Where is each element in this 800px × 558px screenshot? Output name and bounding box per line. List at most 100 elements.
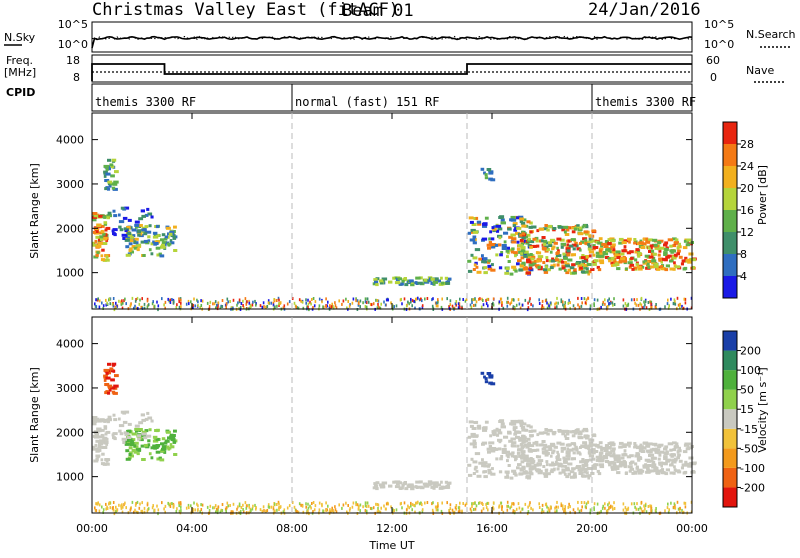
power-cell [560,300,563,304]
velocity-cell [126,429,131,433]
velocity-cell [206,505,209,509]
power-cell [379,306,382,310]
velocity-cell [638,445,644,449]
velocity-cell [380,506,382,510]
velocity-cell [225,506,228,510]
power-cell [432,280,438,284]
power-cell [585,270,589,274]
power-cell [562,252,566,256]
power-cell [307,298,309,302]
velocity-cell [472,460,478,464]
velocity-cell [471,502,473,506]
velocity-cell [147,416,153,420]
velocity-cell [515,507,518,511]
velocity-cell [622,463,628,467]
power-cell [684,297,687,301]
power-cell [467,269,473,273]
velocity-cell [321,504,323,508]
velocity-cell [167,501,169,505]
velocity-cell [537,470,541,474]
velocity-cell [143,443,148,447]
power-cell [672,237,677,241]
power-cell [530,302,532,306]
velocity-cell [602,455,607,458]
velocity-cell [426,501,429,504]
velocity-cell [376,510,379,514]
velocity-cell [440,509,443,513]
power-cell [451,304,454,308]
power-cell [620,257,626,261]
power-cell [590,268,595,271]
velocity-cell [507,431,512,435]
power-cell [676,252,680,256]
velocity-cell [144,417,149,421]
power-cell [164,300,167,304]
power-cell [197,300,199,304]
power-cell [593,298,596,302]
velocity-cell [523,443,527,447]
time-tick-label: 00:00 [676,522,708,535]
power-cell [246,300,248,304]
velocity-cell [372,506,375,510]
power-cell [217,304,219,308]
velocity-cell [599,458,605,462]
power-cell [596,298,599,302]
velocity-cell [484,377,488,381]
power-cell [359,305,361,309]
velocity-cell [646,444,651,448]
power-cell [106,301,108,305]
power-cell [110,182,116,186]
power-cell [588,234,592,238]
velocity-cell [169,505,172,508]
velocity-cell [597,456,603,460]
velocity-cell [277,500,280,504]
power-cell [305,298,307,302]
power-cell [453,306,456,310]
velocity-cell [129,451,133,455]
power-cell [197,304,199,308]
velocity-cell [410,504,412,508]
power-cell [516,226,522,230]
velocity-cell [388,484,393,488]
power-cell [98,305,101,309]
power-cell [546,306,549,310]
power-cell [140,305,143,309]
power-cell [367,300,370,304]
power-cell [135,298,137,301]
power-cell [139,230,145,234]
power-cell [683,259,689,263]
power-cell [163,237,168,241]
velocity-cell [200,508,203,511]
power-cell [462,298,464,301]
velocity-cell [468,420,474,424]
velocity-cell [449,507,452,511]
power-cell [647,246,651,250]
power-cell [403,297,406,301]
power-cell [561,300,564,304]
velocity-cell [481,464,486,468]
velocity-cell [571,467,576,471]
time-tick-label: 20:00 [576,522,608,535]
velocity-cell [251,507,254,511]
power-cell [164,306,166,310]
power-cell [662,257,667,261]
velocity-cell [415,501,417,505]
velocity-cell [523,454,529,458]
power-cell [113,308,116,312]
power-cell [537,266,541,270]
velocity-cell [537,459,544,463]
power-cell [559,238,565,242]
velocity-cell [418,480,423,484]
velocity-cell [216,507,218,511]
power-cell [293,301,296,305]
power-cell [192,305,194,309]
power-cell [558,267,562,271]
power-cell [484,216,489,220]
power-cell [608,259,612,263]
velocity-cell [446,501,448,505]
power-cell [664,268,669,272]
power-cell [550,259,555,263]
power-cell [111,302,114,306]
power-cell [515,216,520,220]
power-cell [192,303,194,307]
